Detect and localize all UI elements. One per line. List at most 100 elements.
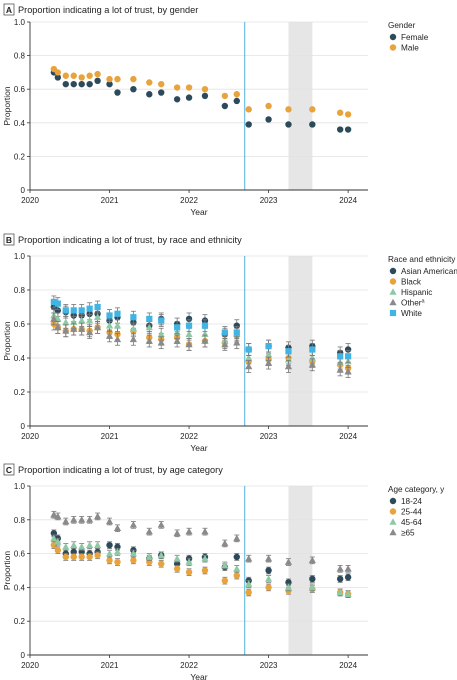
- legend-marker: [389, 288, 397, 295]
- data-point: [309, 346, 316, 353]
- data-point: [158, 89, 165, 96]
- y-tick-label: 0.8: [14, 516, 26, 525]
- data-point: [158, 80, 165, 88]
- data-point: [265, 567, 272, 574]
- data-point: [54, 307, 62, 314]
- y-tick-label: 0.2: [14, 388, 26, 397]
- panel-letter-box: [3, 463, 15, 476]
- data-point: [78, 543, 86, 550]
- data-point: [130, 75, 137, 83]
- legend-label: White: [401, 309, 422, 318]
- data-point: [344, 126, 352, 133]
- x-tick-label: 2022: [180, 432, 198, 441]
- data-point: [70, 307, 77, 314]
- data-point: [129, 521, 137, 528]
- data-point: [158, 317, 165, 324]
- data-point: [50, 534, 58, 542]
- chart-panel-c: C Proportion indicating a lot of trust, b…: [2, 463, 445, 680]
- data-point: [185, 527, 193, 535]
- x-tick-label: 2021: [101, 432, 119, 441]
- data-point: [245, 362, 253, 370]
- data-point: [185, 94, 193, 101]
- data-point: [264, 554, 273, 562]
- data-point: [145, 323, 153, 331]
- data-point: [308, 556, 316, 564]
- data-point: [265, 584, 272, 591]
- panel-letter: C: [6, 465, 12, 475]
- legend-marker: [389, 278, 397, 285]
- data-point: [62, 318, 70, 326]
- chart-title: Proportion indicating a lot of trust, by…: [18, 465, 223, 475]
- legend-title: Age category, y: [388, 485, 445, 494]
- data-point: [86, 541, 94, 548]
- data-point: [86, 72, 93, 79]
- data-point: [221, 561, 229, 569]
- data-point: [173, 529, 181, 537]
- x-tick-label: 2024: [339, 432, 357, 441]
- data-point: [70, 72, 77, 79]
- legend-label: 25-44: [401, 508, 422, 517]
- panel-letter-box: [3, 233, 15, 246]
- data-point: [309, 575, 316, 583]
- y-tick-label: 1.0: [14, 482, 26, 491]
- data-point: [336, 588, 344, 596]
- legend-label: 18-24: [401, 497, 422, 506]
- chart-title: Proportion indicating a lot of trust, by…: [18, 235, 242, 245]
- data-point: [157, 330, 165, 337]
- y-tick-label: 0.2: [14, 152, 26, 161]
- legend-label: Hispanic: [401, 288, 432, 297]
- data-point: [185, 330, 193, 337]
- data-point: [86, 553, 93, 561]
- data-point: [284, 362, 293, 370]
- data-point: [105, 549, 114, 557]
- data-point: [245, 554, 253, 562]
- legend: Race and ethnicity Asian American BlackHis…: [388, 255, 457, 318]
- data-point: [284, 583, 293, 591]
- data-point: [233, 338, 241, 346]
- data-point: [54, 512, 62, 520]
- data-point: [54, 537, 62, 545]
- data-point: [245, 106, 252, 113]
- legend-label: Male: [401, 44, 419, 53]
- data-point: [264, 575, 273, 582]
- data-point: [337, 353, 344, 360]
- data-point: [173, 96, 181, 103]
- data-point: [157, 338, 165, 346]
- data-point: [105, 517, 114, 525]
- data-point: [221, 577, 229, 584]
- data-point: [62, 80, 69, 88]
- data-point: [94, 313, 102, 320]
- data-point: [62, 553, 69, 561]
- data-point: [129, 335, 137, 343]
- data-point: [146, 91, 153, 98]
- data-point: [62, 543, 70, 550]
- shaded-region: [288, 486, 313, 655]
- data-point: [185, 340, 193, 348]
- data-point: [309, 121, 316, 128]
- data-point: [114, 558, 121, 566]
- data-point: [173, 565, 181, 573]
- x-tick-label: 2022: [180, 661, 198, 670]
- y-axis-label: Proportion: [2, 86, 12, 125]
- x-tick-label: 2020: [21, 432, 39, 441]
- data-point: [86, 305, 93, 312]
- data-point: [113, 548, 122, 555]
- panel-letter: A: [6, 5, 12, 15]
- legend-marker: [389, 508, 397, 515]
- x-tick-label: 2021: [101, 196, 119, 205]
- panel-letter: B: [6, 235, 12, 245]
- data-point: [308, 361, 316, 368]
- data-point: [113, 335, 122, 343]
- data-point: [94, 512, 102, 520]
- data-point: [344, 346, 352, 353]
- data-point: [106, 75, 113, 83]
- shaded-region: [288, 256, 313, 426]
- y-tick-label: 0.2: [14, 617, 26, 626]
- data-point: [233, 91, 240, 98]
- data-point: [309, 106, 316, 113]
- data-point: [86, 328, 94, 336]
- x-tick-label: 2020: [21, 661, 39, 670]
- data-point: [336, 575, 344, 583]
- data-point: [54, 323, 62, 331]
